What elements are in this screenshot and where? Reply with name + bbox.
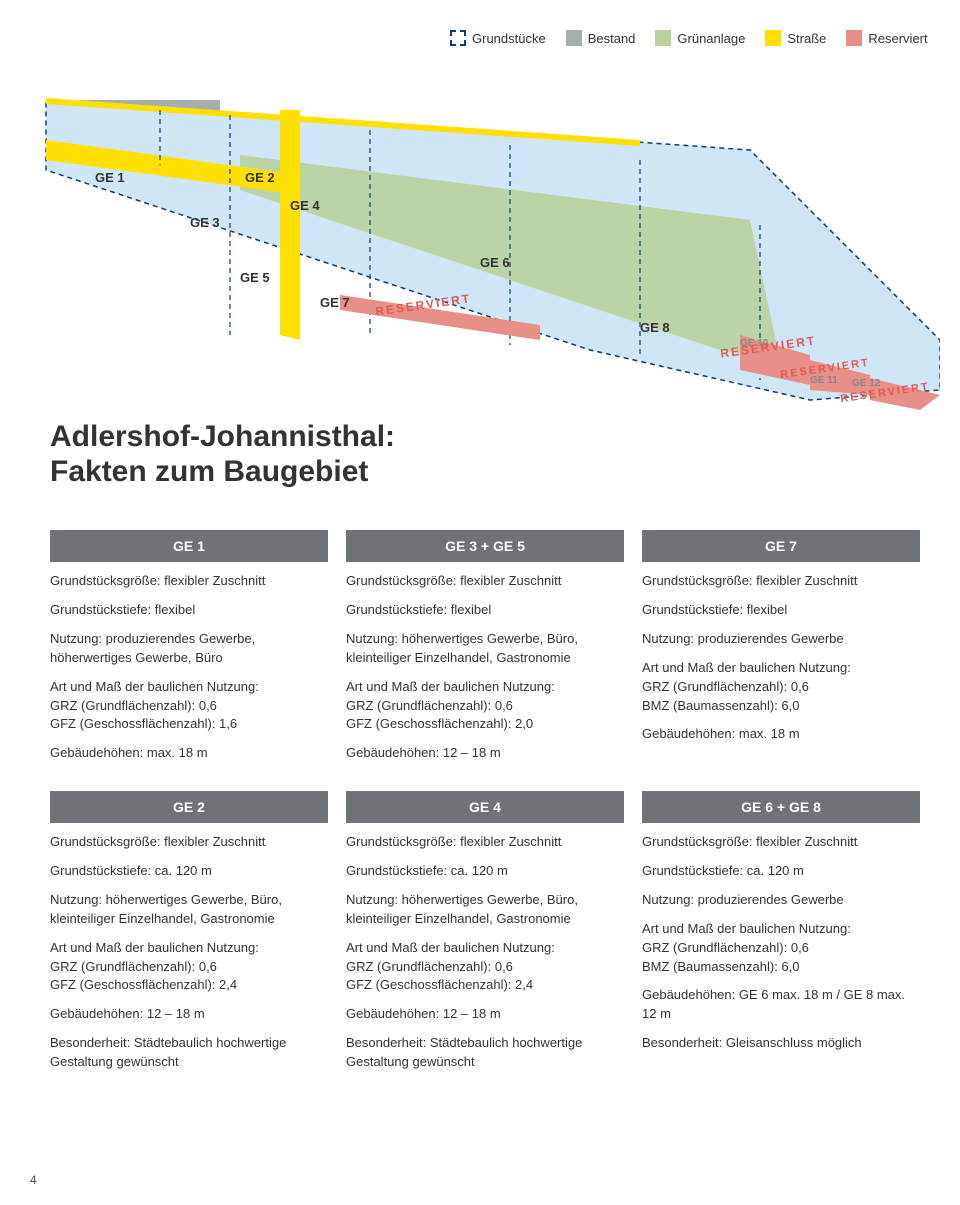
swatch-bestand xyxy=(566,30,582,46)
fact-card: GE 7 Grundstücksgröße: flexibler Zuschnit… xyxy=(642,530,920,773)
card-line: Nutzung: produzierendes Gewerbe xyxy=(642,891,920,910)
legend-item-gruenanlage: Grünanlage xyxy=(655,30,745,46)
card-line: Gebäudehöhen: 12 – 18 m xyxy=(346,744,624,763)
label-ge4: GE 4 xyxy=(290,198,320,213)
card-body: Grundstücksgröße: flexibler Zuschnitt Gru… xyxy=(50,833,328,1071)
card-line: Grundstückstiefe: ca. 120 m xyxy=(642,862,920,881)
legend-label: Straße xyxy=(787,31,826,46)
legend: Grundstücke Bestand Grünanlage Straße Re… xyxy=(450,30,928,46)
swatch-reserviert xyxy=(846,30,862,46)
swatch-gruenanlage xyxy=(655,30,671,46)
card-line: Grundstücksgröße: flexibler Zuschnitt xyxy=(346,833,624,852)
card-line: Gebäudehöhen: max. 18 m xyxy=(50,744,328,763)
card-line: Art und Maß der baulichen Nutzung:GRZ (G… xyxy=(642,920,920,977)
legend-label: Bestand xyxy=(588,31,636,46)
map-svg xyxy=(40,80,940,410)
card-line: Nutzung: produzierendes Gewerbe xyxy=(642,630,920,649)
fact-cards: GE 1 Grundstücksgröße: flexibler Zuschnit… xyxy=(50,530,920,1082)
card-header: GE 7 xyxy=(642,530,920,562)
card-body: Grundstücksgröße: flexibler Zuschnitt Gru… xyxy=(50,572,328,763)
label-ge3: GE 3 xyxy=(190,215,220,230)
legend-label: Grundstücke xyxy=(472,31,546,46)
card-body: Grundstücksgröße: flexibler Zuschnitt Gru… xyxy=(346,833,624,1071)
card-line: Gebäudehöhen: max. 18 m xyxy=(642,725,920,744)
card-line: Grundstückstiefe: flexibel xyxy=(50,601,328,620)
label-ge6: GE 6 xyxy=(480,255,510,270)
site-map: GE 1 GE 2 GE 3 GE 4 GE 5 GE 6 GE 7 GE 8 … xyxy=(40,80,940,410)
card-body: Grundstücksgröße: flexibler Zuschnitt Gru… xyxy=(642,572,920,744)
label-ge8: GE 8 xyxy=(640,320,670,335)
label-ge11: GE 11 xyxy=(810,375,838,386)
card-body: Grundstücksgröße: flexibler Zuschnitt Gru… xyxy=(642,833,920,1053)
card-line: Grundstückstiefe: ca. 120 m xyxy=(50,862,328,881)
card-line: Nutzung: produzierendes Gewerbe, höherwe… xyxy=(50,630,328,668)
legend-item-reserviert: Reserviert xyxy=(846,30,927,46)
card-line: Besonderheit: Gleisanschluss möglich xyxy=(642,1034,920,1053)
page-number: 4 xyxy=(30,1173,37,1187)
card-line: Nutzung: höherwertiges Gewerbe, Büro, kl… xyxy=(346,630,624,668)
swatch-grundstuecke xyxy=(450,30,466,46)
fact-card: GE 6 + GE 8 Grundstücksgröße: flexibler Z… xyxy=(642,791,920,1082)
card-line: Art und Maß der baulichen Nutzung:GRZ (G… xyxy=(346,678,624,735)
label-ge5: GE 5 xyxy=(240,270,270,285)
headline-line2: Fakten zum Baugebiet xyxy=(50,455,395,490)
page-title: Adlershof-Johannisthal: Fakten zum Bauge… xyxy=(50,420,395,489)
card-header: GE 2 xyxy=(50,791,328,823)
fact-card: GE 3 + GE 5 Grundstücksgröße: flexibler Z… xyxy=(346,530,624,773)
card-line: Grundstückstiefe: flexibel xyxy=(642,601,920,620)
card-line: Nutzung: höherwertiges Gewerbe, Büro, kl… xyxy=(346,891,624,929)
card-line: Grundstücksgröße: flexibler Zuschnitt xyxy=(642,833,920,852)
card-line: Grundstückstiefe: ca. 120 m xyxy=(346,862,624,881)
label-ge2: GE 2 xyxy=(245,170,275,185)
card-line: Nutzung: höherwertiges Gewerbe, Büro, kl… xyxy=(50,891,328,929)
headline-line1: Adlershof-Johannisthal: xyxy=(50,420,395,455)
card-header: GE 3 + GE 5 xyxy=(346,530,624,562)
card-header: GE 6 + GE 8 xyxy=(642,791,920,823)
card-line: Art und Maß der baulichen Nutzung:GRZ (G… xyxy=(642,659,920,716)
card-header: GE 1 xyxy=(50,530,328,562)
legend-label: Grünanlage xyxy=(677,31,745,46)
card-line: Grundstücksgröße: flexibler Zuschnitt xyxy=(50,833,328,852)
card-line: Gebäudehöhen: GE 6 max. 18 m / GE 8 max.… xyxy=(642,986,920,1024)
card-line: Art und Maß der baulichen Nutzung:GRZ (G… xyxy=(50,678,328,735)
card-line: Art und Maß der baulichen Nutzung:GRZ (G… xyxy=(346,939,624,996)
card-body: Grundstücksgröße: flexibler Zuschnitt Gru… xyxy=(346,572,624,763)
card-line: Besonderheit: Städtebaulich hochwertige … xyxy=(50,1034,328,1072)
card-line: Grundstückstiefe: flexibel xyxy=(346,601,624,620)
label-ge1: GE 1 xyxy=(95,170,125,185)
card-line: Gebäudehöhen: 12 – 18 m xyxy=(50,1005,328,1024)
label-ge7: GE 7 xyxy=(320,295,350,310)
fact-card: GE 1 Grundstücksgröße: flexibler Zuschnit… xyxy=(50,530,328,773)
fact-card: GE 4 Grundstücksgröße: flexibler Zuschnit… xyxy=(346,791,624,1082)
legend-item-grundstuecke: Grundstücke xyxy=(450,30,546,46)
legend-label: Reserviert xyxy=(868,31,927,46)
legend-item-bestand: Bestand xyxy=(566,30,636,46)
card-header: GE 4 xyxy=(346,791,624,823)
fact-card: GE 2 Grundstücksgröße: flexibler Zuschnit… xyxy=(50,791,328,1082)
card-line: Grundstücksgröße: flexibler Zuschnitt xyxy=(642,572,920,591)
swatch-strasse xyxy=(765,30,781,46)
card-line: Grundstücksgröße: flexibler Zuschnitt xyxy=(50,572,328,591)
card-line: Art und Maß der baulichen Nutzung:GRZ (G… xyxy=(50,939,328,996)
card-line: Gebäudehöhen: 12 – 18 m xyxy=(346,1005,624,1024)
legend-item-strasse: Straße xyxy=(765,30,826,46)
road-vertical xyxy=(280,110,300,340)
card-line: Besonderheit: Städtebaulich hochwertige … xyxy=(346,1034,624,1072)
card-line: Grundstücksgröße: flexibler Zuschnitt xyxy=(346,572,624,591)
